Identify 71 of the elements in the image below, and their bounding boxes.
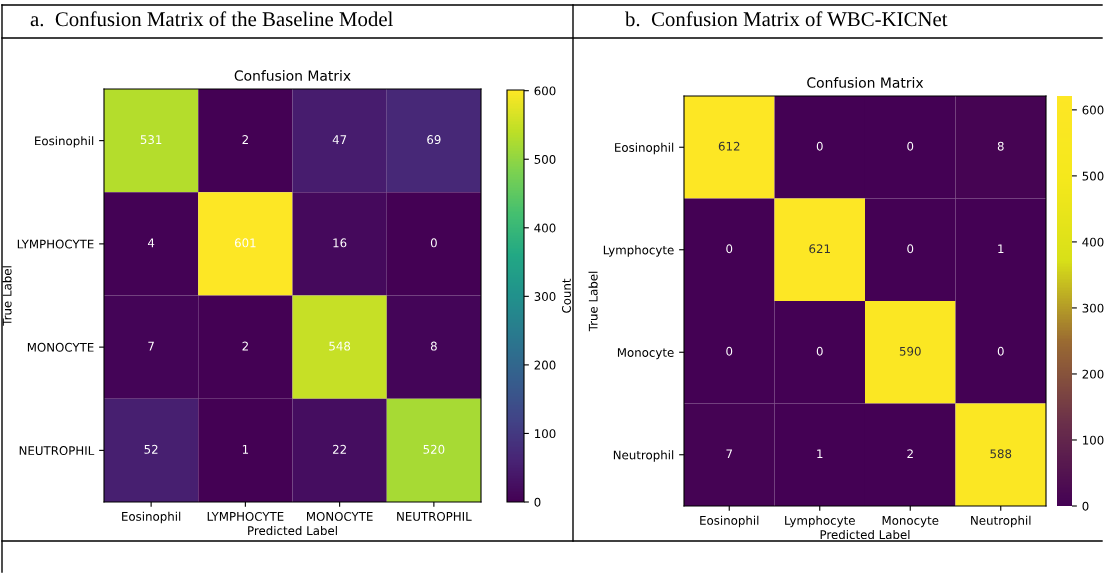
data-label: 1 — [242, 445, 249, 454]
y-tick-label: MONOCYTE — [27, 342, 94, 352]
data-label: 0 — [907, 244, 914, 254]
data-label: 47 — [332, 135, 347, 144]
color-bar-label: 0 — [1082, 501, 1089, 511]
color-bar-label: 200 — [534, 360, 556, 370]
chart-title: Confusion Matrix — [807, 77, 924, 88]
color-bar-title: Count — [562, 278, 571, 313]
color-bar-label: 500 — [1082, 171, 1104, 181]
data-label: 22 — [332, 444, 346, 454]
data-label: 7 — [726, 449, 732, 459]
data-label: 0 — [430, 238, 437, 248]
data-label: 1 — [817, 449, 823, 459]
data-label: 590 — [899, 346, 921, 356]
data-label: 520 — [423, 444, 445, 454]
data-label: 0 — [997, 346, 1004, 356]
data-label: 52 — [144, 444, 158, 454]
color-bar-label: 300 — [1082, 303, 1104, 313]
data-label: 69 — [427, 135, 441, 145]
data-label: 4 — [147, 238, 155, 248]
y-tick-label: Eosinophil — [35, 136, 94, 148]
data-label: 2 — [242, 341, 248, 351]
y-tick-label: Lymphocyte — [603, 245, 674, 257]
data-label: 612 — [718, 141, 740, 151]
x-tick-label: LYMPHOCYTE — [207, 511, 284, 521]
data-label: 531 — [140, 135, 162, 145]
data-label: 0 — [816, 346, 823, 356]
color-bar-label: 300 — [534, 292, 556, 301]
data-label: 601 — [234, 238, 256, 248]
data-label: 8 — [430, 341, 437, 351]
data-label: 16 — [333, 238, 347, 248]
x-tick-label: Monocyte — [882, 516, 939, 528]
data-label: 1 — [998, 244, 1004, 254]
data-label: 2 — [242, 135, 248, 144]
y-axis-title: True Label — [588, 271, 598, 332]
data-label: 0 — [726, 346, 733, 356]
text: a. Confusion Matrix of the Baseline Model — [30, 11, 393, 27]
y-tick-label: Neutrophil — [613, 450, 674, 462]
data-label: 621 — [809, 244, 830, 254]
data-label: 548 — [329, 341, 351, 351]
y-axis-title: True Label — [2, 266, 12, 326]
x-tick-label: Eosinophil — [700, 515, 759, 528]
x-tick-label: Eosinophil — [122, 511, 181, 524]
data-label: 588 — [990, 449, 1012, 459]
color-bar-label: 0 — [534, 497, 541, 507]
y-tick-label: Eosinophil — [615, 142, 674, 155]
x-axis-title: Predicted Label — [248, 525, 337, 536]
y-tick-label: NEUTROPHIL — [19, 446, 95, 456]
color-bar-label: 200 — [1082, 369, 1104, 379]
data-label: 0 — [816, 141, 823, 151]
x-tick-label: Neutrophil — [971, 515, 1031, 528]
color-bar-label: 100 — [535, 429, 556, 439]
color-bar-label: 600 — [1082, 105, 1104, 115]
x-tick-label: MONOCYTE — [307, 511, 373, 521]
color-bar-label: 400 — [534, 223, 556, 233]
color-bar-label: 100 — [1083, 435, 1104, 445]
y-tick-label: Monocyte — [617, 348, 674, 360]
text: b. Confusion Matrix of WBC-KICNet — [625, 11, 948, 27]
data-label: 0 — [907, 141, 914, 151]
x-tick-label: Lymphocyte — [785, 515, 855, 528]
x-tick-label: NEUTROPHIL — [397, 511, 472, 521]
x-axis-title: Predicted Label — [820, 529, 910, 540]
color-bar-label: 400 — [1082, 237, 1104, 247]
data-label: 8 — [997, 141, 1004, 151]
data-label: 7 — [148, 341, 154, 351]
color-bar-label: 600 — [534, 86, 556, 96]
y-tick-label: LYMPHOCYTE — [17, 239, 94, 249]
color-bar-label: 500 — [534, 154, 556, 164]
data-label: 2 — [907, 449, 913, 459]
chart-title: Confusion Matrix — [234, 70, 351, 81]
data-label: 0 — [726, 244, 733, 254]
